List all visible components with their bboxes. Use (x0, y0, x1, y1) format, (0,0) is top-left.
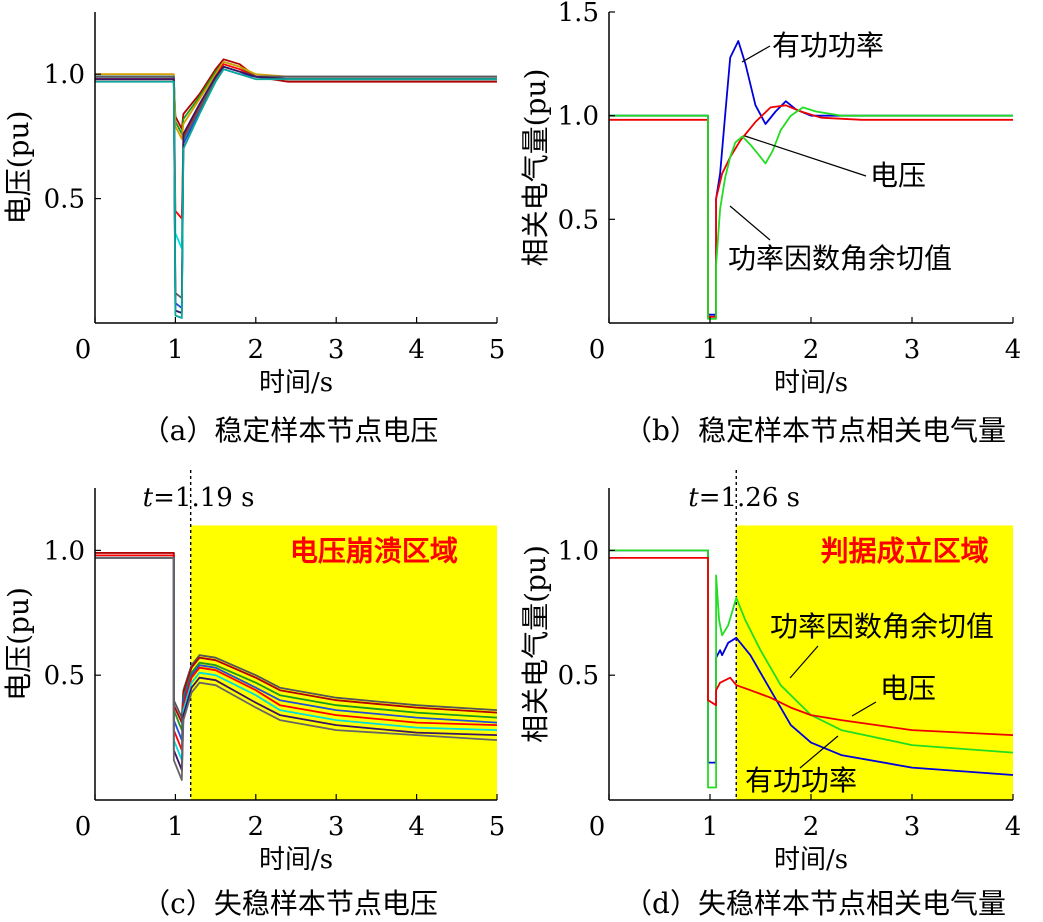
series-line-2 (609, 104, 1013, 318)
y-tick-label: 1.0 (558, 536, 599, 566)
series-line-3 (609, 557, 1014, 736)
x-tick-label: 0 (75, 335, 92, 365)
caption-a: （a）稳定样本节点电压 (142, 414, 439, 447)
x-tick-label: 0 (75, 812, 92, 842)
y-axis-label: 电压(pu) (2, 111, 35, 225)
annotation-active-power-b: 有功功率 (772, 29, 884, 62)
series-line-2 (609, 549, 1014, 789)
instability-region (190, 525, 497, 800)
x-axis-label: 时间/s (774, 368, 848, 398)
series-line-8 (95, 65, 497, 314)
x-tick-label: 1 (167, 812, 184, 842)
region-label: 电压崩溃区域 (290, 534, 458, 567)
x-tick-label: 3 (328, 335, 345, 365)
y-tick-label: 1.0 (44, 536, 85, 566)
panel-c: 电压崩溃区域 t=1.19 s 0 1 2 3 4 5 0.5 1.0 时间/s 电压(pu) (2, 470, 505, 875)
x-tick-label: 3 (904, 335, 921, 365)
annotation-pf-d: 功率因数角余切值 (770, 610, 994, 643)
series-line-1 (609, 549, 1014, 776)
y-tick-label: 0.5 (558, 661, 599, 691)
instability-region (736, 525, 1013, 800)
region-label: 判据成立区域 (821, 534, 989, 567)
series-line-9 (95, 68, 497, 319)
y-tick-label: 0.5 (558, 205, 599, 235)
y-tick-label: 1.5 (558, 0, 599, 28)
series-line-5 (95, 65, 497, 250)
y-axis-label: 电压(pu) (2, 587, 35, 701)
annotation-voltage-b: 电压 (870, 159, 926, 192)
x-tick-label: 2 (248, 812, 265, 842)
series-line-2 (95, 60, 497, 135)
series-line-7 (95, 65, 497, 300)
marker-time-label: t=1.19 s (143, 483, 255, 513)
x-tick-label: 4 (1005, 335, 1022, 365)
series-line-6 (95, 68, 497, 310)
x-tick-label: 4 (408, 335, 425, 365)
x-axis-label: 时间/s (259, 368, 333, 398)
y-tick-label: 0.5 (44, 185, 85, 215)
caption-c: （c）失稳样本节点电压 (142, 887, 438, 920)
panel-b: 0 1 2 3 4 0.5 1.0 1.5 时间/s 相关电气量(pu) (519, 0, 1021, 398)
annotation-active-power-d: 有功功率 (745, 764, 857, 797)
x-tick-label: 3 (904, 812, 921, 842)
series-line-1 (95, 58, 497, 130)
panel-a: 0 1 2 3 4 5 0.5 1.0 时间/s 电压(pu) (2, 12, 505, 398)
x-tick-label: 3 (328, 812, 345, 842)
x-tick-label: 0 (589, 812, 606, 842)
marker-time-label: t=1.26 s (688, 483, 800, 513)
y-tick-label: 1.0 (558, 102, 599, 132)
x-tick-label: 1 (167, 335, 184, 365)
x-tick-label: 2 (248, 335, 265, 365)
caption-b: （b）稳定样本节点相关电气量 (624, 414, 1006, 447)
panel-d: 判据成立区域 t=1.26 s 0 1 2 3 4 0.5 1.0 时间/s 相关电气量(pu) (519, 470, 1021, 875)
leader-pf-b (729, 205, 771, 241)
y-axis-label: 相关电气量(pu) (519, 69, 552, 267)
x-tick-label: 5 (489, 335, 506, 365)
x-tick-label: 2 (803, 335, 820, 365)
series-line-8 (95, 557, 498, 781)
leader-active-power-b (741, 45, 771, 63)
x-axis-label: 时间/s (259, 845, 333, 875)
y-tick-label: 0.5 (44, 661, 85, 691)
x-tick-label: 0 (589, 335, 606, 365)
y-tick-label: 1.0 (44, 60, 85, 90)
leader-active-power-d (799, 735, 839, 769)
x-tick-label: 5 (489, 812, 506, 842)
caption-d: （d）失稳样本节点相关电气量 (624, 887, 1006, 920)
x-tick-label: 4 (408, 812, 425, 842)
leader-pf-d (789, 645, 819, 679)
series-line-3 (609, 106, 1013, 320)
x-tick-label: 2 (803, 812, 820, 842)
y-axis-label: 相关电气量(pu) (519, 545, 552, 743)
annotation-voltage-d: 电压 (880, 672, 936, 705)
annotation-pf-b: 功率因数角余切值 (728, 242, 952, 275)
x-tick-label: 4 (1005, 812, 1022, 842)
x-axis-label: 时间/s (774, 845, 848, 875)
leader-voltage-b (744, 135, 867, 177)
x-tick-label: 1 (702, 335, 719, 365)
leader-voltage-d (851, 701, 877, 717)
series-line-3 (95, 60, 497, 140)
x-tick-label: 1 (702, 812, 719, 842)
series-line-4 (95, 63, 497, 220)
